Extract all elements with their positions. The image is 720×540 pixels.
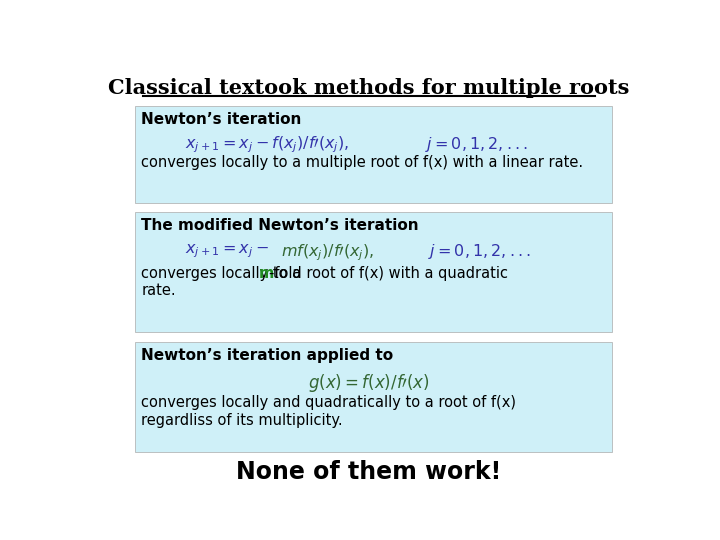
Text: Classical textook methods for multiple roots: Classical textook methods for multiple r… [108,78,630,98]
Text: None of them work!: None of them work! [236,460,502,484]
Text: -fold root of f(x) with a quadratic: -fold root of f(x) with a quadratic [269,266,508,281]
Text: rate.: rate. [141,283,176,298]
Text: converges locally to a multiple root of f(x) with a linear rate.: converges locally to a multiple root of … [141,156,583,171]
Text: $mf(x_j)/f\prime(x_j),$: $mf(x_j)/f\prime(x_j),$ [281,242,374,263]
Text: converges locally to a: converges locally to a [141,266,306,281]
FancyBboxPatch shape [135,342,612,453]
Text: regardliss of its multiplicity.: regardliss of its multiplicity. [141,413,343,428]
FancyBboxPatch shape [135,106,612,203]
Text: converges locally and quadratically to a root of f(x): converges locally and quadratically to a… [141,395,516,410]
Text: Newton’s iteration: Newton’s iteration [141,112,302,127]
Text: m: m [259,266,274,281]
Text: The modified Newton’s iteration: The modified Newton’s iteration [141,218,419,233]
Text: $j=0,1,2,...$: $j=0,1,2,...$ [428,242,531,261]
FancyBboxPatch shape [135,212,612,332]
Text: $x_{j+1} = x_j - $: $x_{j+1} = x_j - $ [185,242,269,260]
Text: $g(x) =  f(x)/f\prime(x)$: $g(x) = f(x)/f\prime(x)$ [308,372,430,394]
Text: Newton’s iteration applied to: Newton’s iteration applied to [141,348,393,362]
Text: $j=0,1,2,...$: $j=0,1,2,...$ [425,134,528,154]
Text: $x_{j+1} = x_j - f(x_j)/f\prime(x_j),$: $x_{j+1} = x_j - f(x_j)/f\prime(x_j),$ [185,134,349,156]
